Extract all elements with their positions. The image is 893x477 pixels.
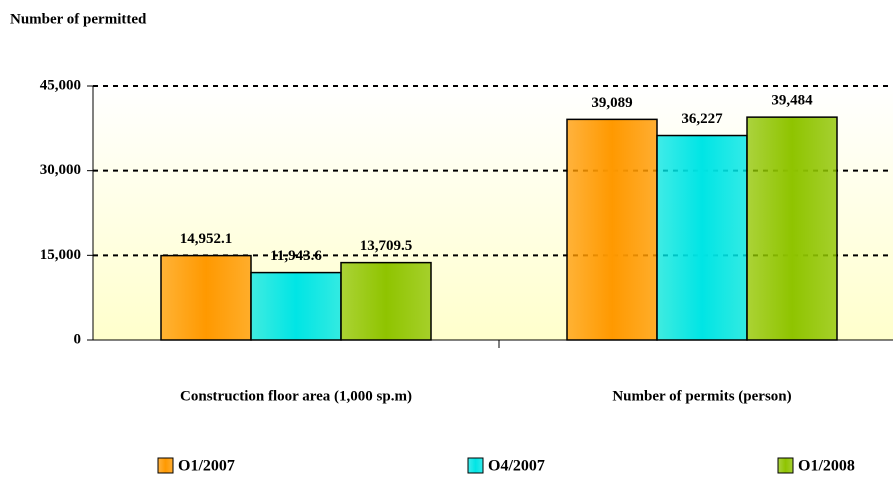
y-tick-label: 45,000 [40, 77, 81, 93]
y-tick-label: 15,000 [40, 247, 81, 263]
legend-label: O1/2008 [798, 458, 855, 475]
legend-label: O4/2007 [488, 458, 545, 475]
bar [160, 254, 252, 341]
bar [566, 118, 658, 341]
legend-swatch [157, 457, 174, 474]
bar [250, 271, 342, 341]
y-tick-label: 30,000 [40, 162, 81, 178]
bar [340, 261, 432, 341]
value-label: 14,952.1 [180, 231, 233, 247]
legend-label: O1/2007 [178, 458, 235, 475]
x-tick-label: Construction floor area (1,000 sp.m) [180, 388, 412, 404]
value-label: 11,943.6 [270, 248, 322, 264]
value-label: 13,709.5 [360, 238, 413, 254]
bar [746, 116, 838, 341]
legend-swatch [467, 457, 484, 474]
value-label: 39,089 [591, 95, 632, 111]
value-label: 36,227 [681, 111, 723, 127]
value-label: 39,484 [771, 93, 813, 109]
y-tick-label: 0 [74, 331, 82, 347]
chart-title: Number of permitted [10, 11, 147, 27]
legend-swatch [777, 457, 794, 474]
x-tick-label: Number of permits (person) [612, 388, 791, 404]
bar [656, 134, 748, 341]
